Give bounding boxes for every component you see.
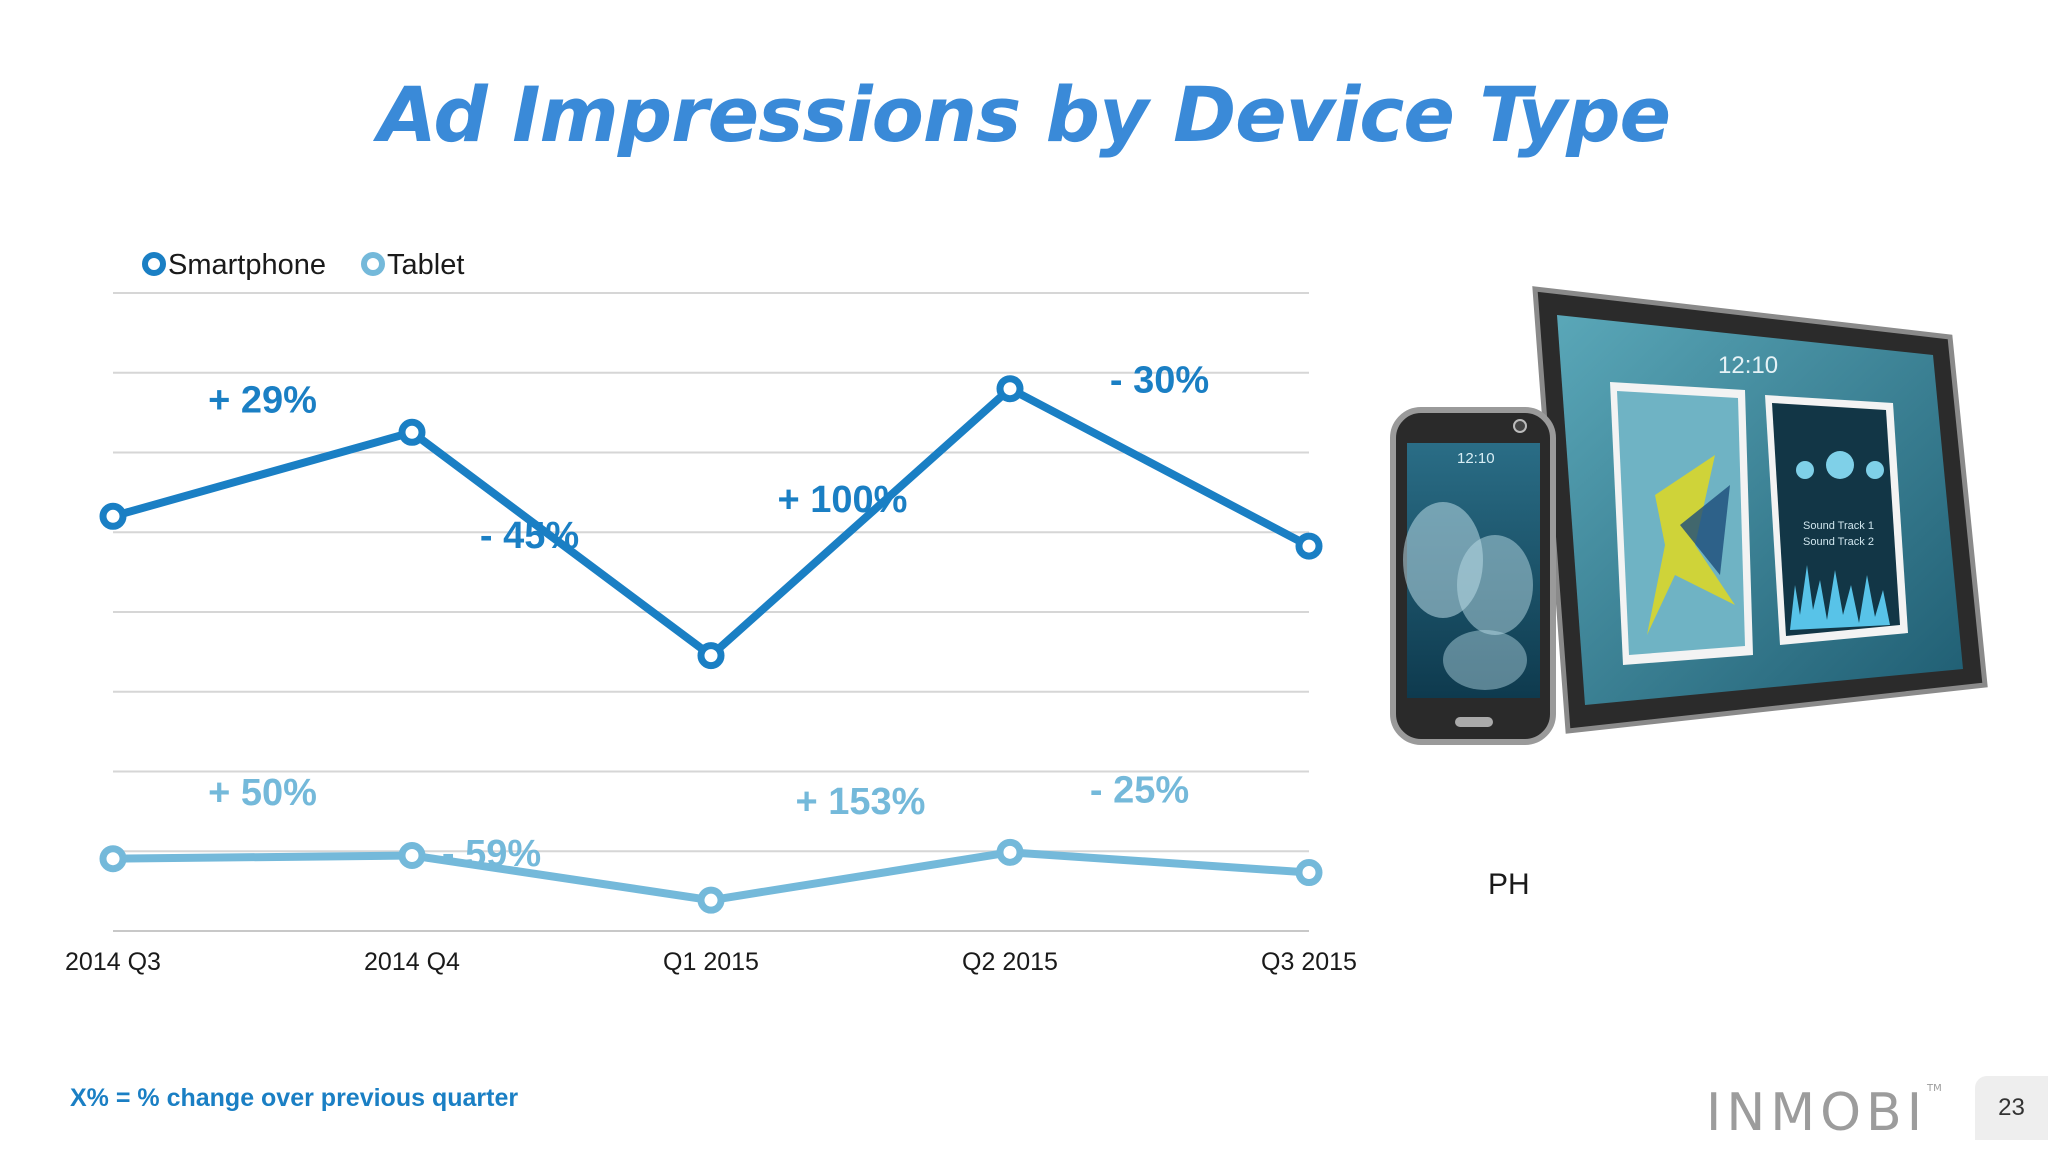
tablet-clock: 12:10 — [1718, 352, 1778, 379]
slide-title: Ad Impressions by Device Type — [377, 70, 1671, 159]
change-label-smartphone: - 30% — [1110, 359, 1209, 401]
change-label-tablet: - 25% — [1090, 769, 1189, 811]
logo-text: INMOBI — [1706, 1083, 1928, 1143]
tablet-icon: 12:10 Sound Track 1 Sound Track 2 — [1532, 286, 1988, 734]
image-caption: PH — [1488, 868, 1530, 901]
change-label-smartphone: + 100% — [778, 479, 908, 521]
data-point-smartphone — [398, 418, 426, 446]
phone-clock: 12:10 — [1457, 450, 1495, 467]
data-point-tablet — [996, 838, 1024, 866]
tablet-track-2: Sound Track 2 — [1803, 536, 1874, 548]
x-tick-label: 2014 Q4 — [364, 948, 460, 976]
smartphone-icon: 12:10 — [1390, 407, 1556, 745]
data-point-tablet — [697, 886, 725, 914]
change-label-tablet: + 50% — [208, 772, 317, 814]
x-tick-label: Q1 2015 — [663, 948, 759, 976]
page-number: 23 — [1975, 1076, 2048, 1140]
data-point-smartphone — [996, 375, 1024, 403]
series-group — [99, 375, 1323, 914]
legend-marker-smartphone — [142, 252, 166, 276]
x-tick-label: Q2 2015 — [962, 948, 1058, 976]
data-point-tablet — [1295, 859, 1323, 887]
x-axis-ticks: 2014 Q3 2014 Q4 Q1 2015 Q2 2015 Q3 2015 — [65, 948, 1357, 976]
data-point-tablet — [99, 845, 127, 873]
data-point-smartphone — [99, 502, 127, 530]
change-label-smartphone: + 29% — [208, 379, 317, 421]
change-label-tablet: + 153% — [796, 781, 926, 823]
x-tick-label: 2014 Q3 — [65, 948, 161, 976]
chart-gridlines — [113, 292, 1309, 932]
legend-label-tablet: Tablet — [387, 249, 464, 281]
data-point-smartphone — [1295, 532, 1323, 560]
footnote: X% = % change over previous quarter — [70, 1084, 519, 1112]
chart-legend: Smartphone Tablet — [142, 249, 464, 281]
data-point-tablet — [398, 842, 426, 870]
data-point-smartphone — [697, 642, 725, 670]
devices-illustration: 12:10 Sound Track 1 Sound Track 2 12:10 — [1390, 286, 1988, 745]
legend-label-smartphone: Smartphone — [168, 249, 326, 281]
legend-marker-tablet — [361, 252, 385, 276]
change-label-tablet: - 59% — [442, 833, 541, 875]
tablet-track-1: Sound Track 1 — [1803, 520, 1874, 532]
series-line-smartphone — [111, 383, 1311, 661]
x-tick-label: Q3 2015 — [1261, 948, 1357, 976]
inmobi-logo: INMOBITM — [1706, 1083, 1942, 1143]
change-labels: + 29% - 45% + 100% - 30% + 50% - 59% + 153% - 2… — [208, 359, 1209, 874]
change-label-smartphone: - 45% — [480, 515, 579, 557]
